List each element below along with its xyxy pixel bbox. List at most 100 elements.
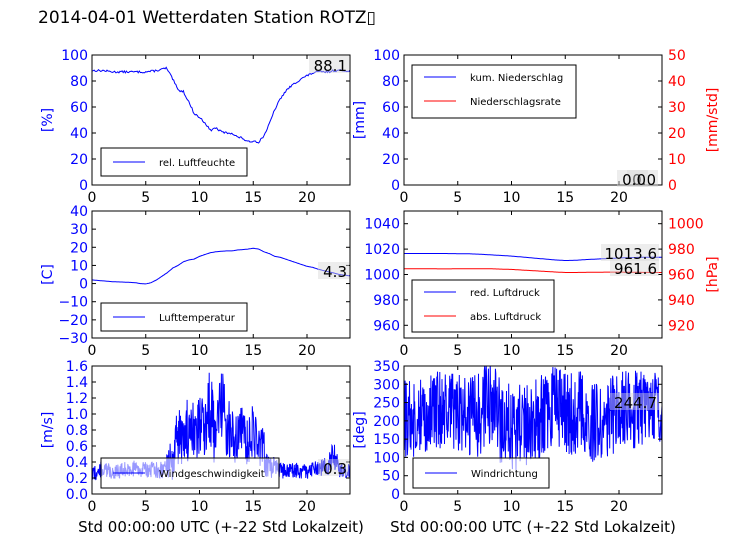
y-tick-label: 960 [373,318,400,334]
y-tick-label: 150 [373,432,400,448]
y-tick-label-right: 980 [668,242,695,258]
legend: Windrichtung [412,457,550,489]
x-tick-label: 10 [191,499,209,515]
y-axis-label-right: [hPa] [705,256,721,292]
y-tick-label: 60 [70,100,88,116]
series-line-abs-luftdruck [404,268,662,273]
x-axis-label: Std 00:00:00 UTC (+-22 Std Lokalzeit) [390,518,676,536]
x-tick-label: 15 [244,343,262,359]
y-tick-label: 980 [373,293,400,309]
y-tick-label: 50 [382,469,400,485]
x-tick-label: 15 [556,190,574,206]
y-axis-label: [%] [40,108,56,132]
y-tick-label: 300 [373,377,400,393]
series-line-rel-luftfeuchte [92,66,350,144]
x-tick-label: 15 [556,499,574,515]
y-tick-label: −20 [58,313,88,329]
annotation-bg [309,56,349,73]
legend-frame [411,279,555,333]
value-annotation: 4.3 [323,263,347,281]
annotation-bg [610,259,659,276]
legend: red. Luftdruck abs. Luftdruck [411,279,555,333]
y-tick-label-right: 1000 [668,217,704,233]
x-tick-label: 5 [141,499,150,515]
annotation-bg [318,459,349,476]
x-tick-label: 5 [453,343,462,359]
y-tick-label: 1.0 [66,407,88,423]
y-tick-label: 80 [382,74,400,90]
x-tick-label: 5 [141,343,150,359]
y-tick-label: 250 [373,396,400,412]
legend: Windgeschwindigkeit [100,457,280,489]
legend-label: Windgeschwindigkeit [159,469,265,480]
x-tick-label: 5 [453,190,462,206]
y-tick-label: 1.2 [66,391,88,407]
y-tick-label: 20 [70,240,88,256]
legend-label: red. Luftdruck [470,288,540,299]
x-tick-label: 0 [88,190,97,206]
y-tick-label: 80 [70,74,88,90]
legend-label: Windrichtung [471,469,538,480]
chart-panel-humidity: 0 5 10 15 20 0 20 40 60 80 100 [%] rel. Luftfeuchte 8… [40,48,351,206]
y-tick-label: 1.6 [66,359,88,375]
y-tick-label-right: 30 [668,100,686,116]
series-line-windrichtung [404,366,662,471]
value-annotation: 961.6 [614,260,657,278]
legend-frame [411,64,577,119]
y-tick-label: 350 [373,359,400,375]
y-tick-label: 40 [70,126,88,142]
chart-panel-temperature: 0 5 10 15 20 −30 −20 −10 0 10 20 30 40 [C] Lufttempera… [40,204,351,359]
x-tick-label: 20 [298,343,316,359]
y-tick-label-right: 40 [668,74,686,90]
y-tick-label: 0.0 [66,487,88,503]
y-axis-label: [deg] [352,411,368,448]
y-tick-label: 200 [373,414,400,430]
x-tick-label: 10 [191,343,209,359]
value-annotation: 0.0 [632,171,656,189]
annotation-bg [318,262,349,279]
x-tick-label: 10 [503,343,521,359]
x-tick-label: 0 [88,343,97,359]
y-tick-label: 60 [382,100,400,116]
y-tick-label: 1000 [364,268,400,284]
legend: Lufttemperatur [100,302,248,332]
x-tick-label: 10 [191,190,209,206]
y-tick-label: 40 [382,126,400,142]
legend: rel. Luftfeuchte [100,147,248,177]
legend-label: Niederschlagsrate [470,97,561,108]
y-axis-label: [mm] [352,101,368,139]
series-line-red-luftdruck [404,253,662,261]
legend-label: rel. Luftfeuchte [159,158,235,169]
y-axis-label-right: [mm/std] [705,88,721,153]
x-axis-label: Std 00:00:00 UTC (+-22 Std Lokalzeit) [78,518,364,536]
y-tick-label: 1.4 [66,375,88,391]
figure-title: 2014-04-01 Wetterdaten Station ROTZ▯ [38,8,376,28]
x-tick-label: 0 [400,343,409,359]
x-tick-label: 10 [503,499,521,515]
chart-panel-precipitation: 0 5 10 15 20 0 20 40 60 80 100 0 10 20 30 40 50 [mm] [mm/s… [352,48,721,206]
y-tick-label: 0.4 [66,455,88,471]
y-tick-label-right: 10 [668,152,686,168]
y-tick-label-right: 940 [668,293,695,309]
y-tick-label: 100 [61,48,88,64]
chart-panel-pressure: 0 5 10 15 20 960 980 1000 1020 1040 920 940 960 980 10… [364,210,721,359]
y-axis-label: [m/s] [40,412,56,449]
y-tick-label: 40 [70,204,88,220]
y-tick-label: −30 [58,331,88,347]
y-tick-label: 30 [70,222,88,238]
x-tick-label: 10 [503,190,521,206]
value-annotation: 0.3 [323,460,347,478]
plot-frame [403,54,663,186]
y-tick-label: 20 [382,152,400,168]
annotation-bg [601,244,659,261]
y-tick-label: 20 [70,152,88,168]
annotation-bg [617,170,648,187]
x-tick-label: 0 [88,499,97,515]
y-tick-label: 0.6 [66,439,88,455]
y-tick-label: 0.8 [66,423,88,439]
value-annotation: 0.0 [622,171,646,189]
y-tick-label: 0 [79,277,88,293]
series-line-lufttemperatur [92,247,350,285]
